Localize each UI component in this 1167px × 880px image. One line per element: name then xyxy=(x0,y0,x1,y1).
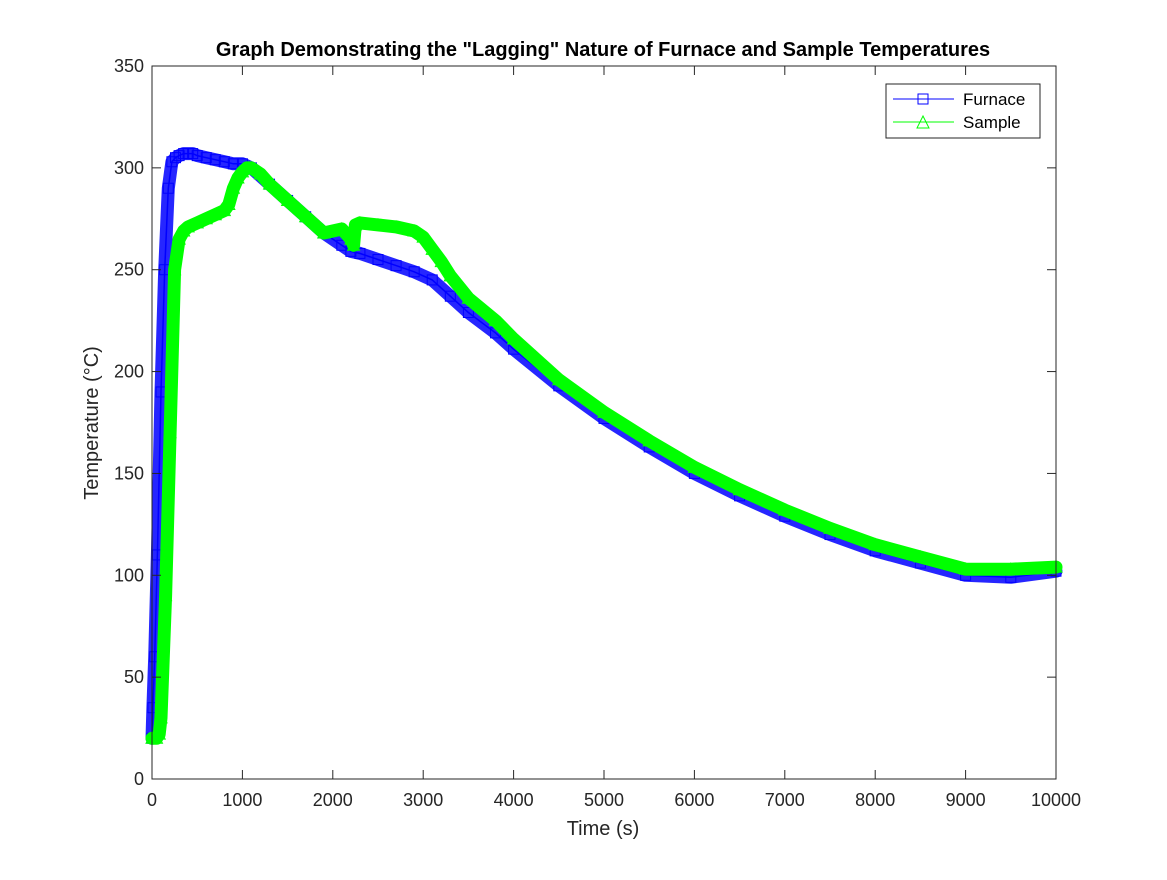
data-point-sample xyxy=(235,164,250,178)
data-point-sample xyxy=(1003,562,1018,575)
data-point-sample xyxy=(208,207,223,221)
data-point-sample xyxy=(407,223,422,237)
y-tick-label: 250 xyxy=(114,260,144,280)
data-point-sample xyxy=(316,226,331,239)
x-tick-label: 7000 xyxy=(765,790,805,810)
data-point-furnace xyxy=(170,152,182,164)
x-tick-label: 9000 xyxy=(946,790,986,810)
data-point-sample xyxy=(298,209,313,223)
data-point-sample xyxy=(348,217,363,231)
data-point-sample xyxy=(346,238,361,251)
data-point-sample xyxy=(190,215,205,229)
data-point-sample xyxy=(334,221,349,235)
data-point-furnace xyxy=(408,266,420,278)
data-point-sample xyxy=(244,160,259,174)
y-axis: 0 50 100 150 200 250 300 350 xyxy=(114,56,1056,789)
data-point-sample xyxy=(642,433,657,447)
data-point-sample xyxy=(958,562,973,575)
data-point-sample xyxy=(221,197,236,211)
data-point-sample xyxy=(262,177,277,190)
data-point-furnace xyxy=(166,156,178,168)
x-axis: 0 1000 2000 3000 4000 5000 6000 7000 8000 9000 100… xyxy=(147,66,1081,810)
data-point-furnace xyxy=(462,306,474,318)
data-point-sample xyxy=(158,588,173,602)
y-tick-label: 350 xyxy=(114,56,144,76)
data-point-furnace xyxy=(372,254,384,266)
data-point-sample xyxy=(913,549,928,563)
data-point-furnace xyxy=(191,150,203,162)
data-point-sample xyxy=(280,193,295,206)
y-tick-label: 50 xyxy=(124,667,144,687)
data-point-sample xyxy=(551,372,566,386)
legend-marker-triangle-icon xyxy=(916,114,930,129)
data-point-sample xyxy=(176,223,191,237)
y-tick-label: 200 xyxy=(114,362,144,382)
x-tick-label: 3000 xyxy=(403,790,443,810)
data-point-sample xyxy=(217,203,232,217)
series-band-sample xyxy=(145,161,1063,745)
series-line-sample xyxy=(152,167,1057,740)
data-point-furnace xyxy=(162,182,174,194)
y-tick-label: 300 xyxy=(114,158,144,178)
legend: Furnace Sample xyxy=(885,83,1041,139)
data-point-sample xyxy=(154,710,168,724)
data-point-sample xyxy=(597,405,611,418)
data-point-sample xyxy=(687,460,702,473)
data-point-sample xyxy=(199,211,214,225)
series-line-furnace xyxy=(151,152,1057,739)
series-layer xyxy=(145,147,1063,745)
data-point-sample xyxy=(461,291,476,304)
data-point-sample xyxy=(226,181,241,194)
y-tick-label: 0 xyxy=(134,769,144,789)
x-tick-label: 10000 xyxy=(1031,790,1081,810)
data-point-furnace xyxy=(209,154,221,166)
legend-label-sample: Sample xyxy=(963,113,1021,132)
data-point-sample xyxy=(416,230,431,243)
data-point-furnace xyxy=(354,247,366,259)
x-tick-label: 8000 xyxy=(855,790,895,810)
x-tick-label: 5000 xyxy=(584,790,624,810)
data-point-sample xyxy=(443,268,458,282)
data-point-furnace xyxy=(200,152,212,164)
data-point-sample xyxy=(172,232,186,245)
chart-title: Graph Demonstrating the "Lagging" Nature… xyxy=(216,39,990,61)
y-tick-label: 150 xyxy=(114,463,144,483)
data-point-furnace xyxy=(426,274,438,286)
data-point-sample xyxy=(371,217,385,231)
data-point-sample xyxy=(152,727,167,740)
series-band-furnace xyxy=(145,147,1063,745)
x-axis-label: Time (s) xyxy=(567,818,640,840)
data-point-sample xyxy=(353,215,367,229)
data-point-sample xyxy=(506,331,521,345)
x-tick-label: 4000 xyxy=(494,790,534,810)
x-tick-label: 6000 xyxy=(674,790,714,810)
data-point-sample xyxy=(167,262,182,276)
data-point-sample xyxy=(253,166,268,180)
data-point-sample xyxy=(425,242,440,255)
legend-label-furnace: Furnace xyxy=(963,90,1025,109)
y-axis-label: Temperature (°C) xyxy=(81,346,103,500)
data-point-sample xyxy=(231,170,245,184)
data-point-sample xyxy=(163,425,177,439)
x-tick-label: 2000 xyxy=(313,790,353,810)
x-tick-label: 0 xyxy=(147,790,157,810)
data-point-sample xyxy=(181,219,196,233)
x-tick-label: 1000 xyxy=(222,790,262,810)
legend-marker-square-icon xyxy=(917,93,929,105)
data-point-sample xyxy=(488,313,503,327)
data-point-sample xyxy=(868,537,883,551)
data-point-furnace xyxy=(390,260,402,272)
data-point-furnace xyxy=(218,156,230,168)
data-point-sample xyxy=(389,219,403,233)
data-point-sample xyxy=(434,254,449,268)
data-point-furnace xyxy=(444,290,456,302)
legend-box xyxy=(885,83,1041,139)
data-point-furnace xyxy=(227,158,239,170)
data-point-sample xyxy=(732,482,747,496)
data-point-sample xyxy=(823,521,837,534)
data-point-sample xyxy=(777,503,792,516)
y-tick-label: 100 xyxy=(114,565,144,585)
